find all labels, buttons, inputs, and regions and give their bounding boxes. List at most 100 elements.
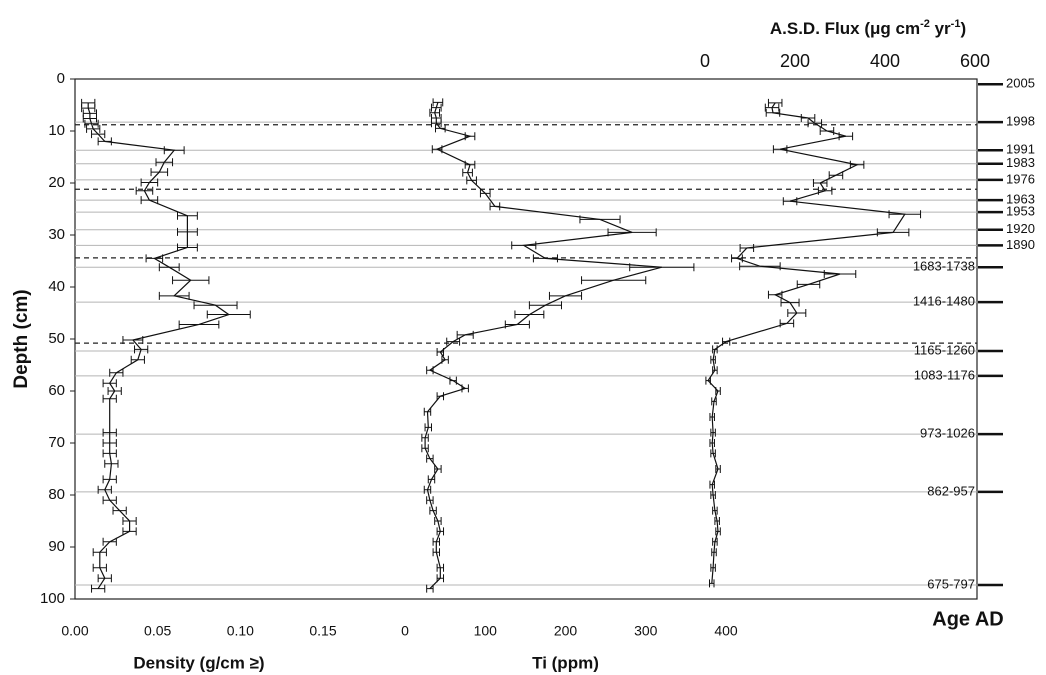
- error-bar: [434, 517, 442, 525]
- y-tick-label: 10: [48, 122, 65, 139]
- error-bar: [710, 355, 716, 364]
- error-bar: [464, 132, 476, 141]
- error-bar: [456, 330, 474, 339]
- error-bar: [102, 379, 117, 388]
- error-bar: [130, 355, 145, 364]
- age-label: 1998: [1006, 114, 1035, 129]
- error-bar: [489, 202, 501, 211]
- error-bar: [812, 179, 828, 187]
- flux-unit: yr: [930, 19, 951, 38]
- error-bar: [709, 439, 715, 447]
- error-bar: [140, 196, 159, 205]
- error-bar: [135, 186, 154, 195]
- error-bar: [107, 387, 122, 395]
- error-bar: [709, 480, 715, 489]
- error-bar: [712, 506, 718, 515]
- error-bar: [436, 563, 445, 572]
- error-bar: [102, 475, 117, 484]
- error-bar: [715, 387, 721, 395]
- error-bar: [158, 263, 180, 272]
- x-tick-label: 400: [870, 51, 900, 71]
- error-bar: [767, 98, 783, 107]
- age-label: 1953: [1006, 204, 1035, 219]
- x-axis-label: Ti (ppm): [532, 653, 599, 672]
- error-bar: [430, 103, 442, 112]
- flux-unit: -2: [920, 18, 930, 30]
- error-bar: [81, 104, 96, 113]
- x-tick-label: 400: [714, 623, 738, 639]
- error-bar: [427, 475, 436, 484]
- error-bar: [84, 119, 99, 128]
- error-bar: [705, 376, 711, 385]
- error-bar: [86, 124, 101, 133]
- y-tick-label: 70: [48, 434, 65, 451]
- error-bar: [432, 548, 441, 557]
- error-bar: [426, 454, 434, 463]
- error-bar: [579, 215, 621, 224]
- error-bar: [710, 428, 716, 437]
- error-bar: [449, 376, 457, 385]
- error-bar: [819, 127, 835, 135]
- error-bar: [462, 168, 473, 177]
- error-bar: [122, 517, 137, 525]
- x-tick-label: 600: [960, 51, 990, 71]
- error-bar: [710, 491, 716, 499]
- plot-frame: [74, 78, 978, 600]
- error-bar: [876, 228, 910, 237]
- error-bar: [177, 243, 198, 252]
- error-bar: [888, 210, 922, 219]
- error-bar: [102, 428, 117, 437]
- error-bar: [177, 211, 198, 220]
- error-bar: [429, 506, 437, 515]
- error-bar: [715, 465, 721, 473]
- error-bar: [466, 176, 477, 185]
- error-bar: [163, 146, 185, 155]
- age-label: 1890: [1006, 237, 1035, 252]
- age-axis-label: Age AD: [932, 608, 1003, 630]
- error-bar: [709, 413, 715, 421]
- age-label: 1963: [1006, 192, 1035, 207]
- profile-line: [87, 102, 231, 589]
- error-bar: [102, 394, 117, 403]
- error-bar: [436, 392, 445, 401]
- error-bar: [430, 119, 442, 128]
- x-tick-label: 200: [780, 51, 810, 71]
- y-axis-label: Depth (cm): [11, 289, 32, 388]
- age-label: 1416-1480: [913, 294, 975, 309]
- x-tick-label: 300: [634, 623, 658, 639]
- y-tick-label: 80: [48, 486, 65, 503]
- error-bar: [838, 132, 854, 141]
- error-bar: [122, 336, 144, 345]
- error-bar: [424, 423, 432, 432]
- error-bar: [711, 548, 717, 557]
- error-bar: [722, 337, 731, 346]
- error-bar: [82, 114, 97, 123]
- x-tick-label: 0.15: [309, 623, 336, 639]
- profile-line: [424, 102, 662, 590]
- error-bar: [426, 584, 434, 593]
- error-bar: [109, 368, 124, 377]
- error-bar: [712, 537, 718, 546]
- error-bar: [800, 114, 816, 122]
- error-bar: [177, 227, 198, 236]
- error-bar: [548, 291, 583, 300]
- error-bar: [91, 130, 106, 139]
- error-bar: [155, 158, 174, 167]
- error-bar: [772, 145, 788, 154]
- error-bar: [112, 506, 127, 515]
- error-bar: [122, 527, 137, 536]
- error-bar: [102, 537, 117, 546]
- x-tick-label: 0.10: [227, 623, 254, 639]
- error-bar: [779, 319, 795, 328]
- error-bar: [206, 310, 251, 319]
- x-axis-label: Density (g/cm ≥): [133, 653, 264, 672]
- error-bar: [91, 584, 106, 593]
- age-label: 973-1026: [920, 426, 975, 441]
- error-bar: [436, 574, 445, 583]
- age-label: 1976: [1006, 171, 1035, 186]
- error-bar: [739, 244, 755, 252]
- age-label: 2005: [1006, 76, 1035, 91]
- error-bar: [581, 276, 647, 285]
- error-bar: [817, 186, 833, 195]
- error-bar: [421, 444, 429, 453]
